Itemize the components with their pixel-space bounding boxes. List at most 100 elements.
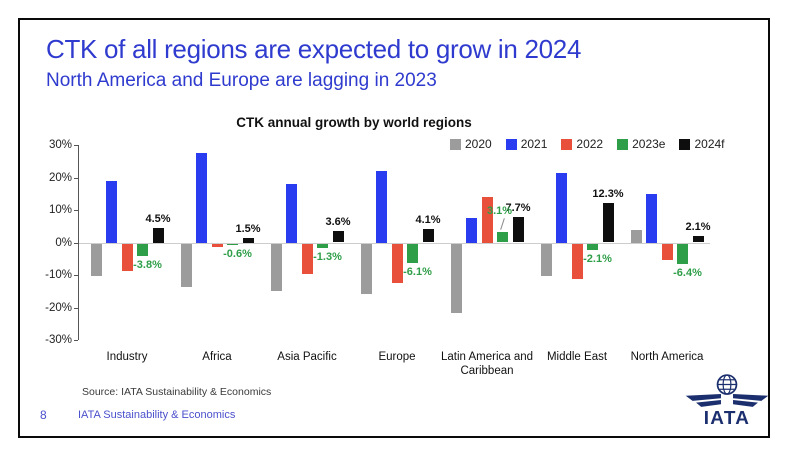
- x-category-label-europe: Europe: [378, 351, 416, 363]
- bar-2021-middle-east: [556, 172, 567, 243]
- y-tick-label-30: 30%: [48, 139, 72, 151]
- value-label-2023e-africa: -0.6%: [223, 248, 252, 261]
- legend-label-2022: 2022: [576, 137, 604, 151]
- bar-2020-middle-east: [540, 243, 552, 276]
- bar-2023e-latin-america-and-caribbean: [497, 232, 508, 243]
- value-label-2024f-north-america: 2.1%: [685, 220, 711, 233]
- legend-swatch-2022: [561, 138, 573, 150]
- value-label-2023e-industry: -3.8%: [133, 258, 162, 271]
- bar-2020-industry: [90, 243, 102, 276]
- page-number: 8: [40, 408, 47, 422]
- slide-subtitle: North America and Europe are lagging in …: [46, 70, 437, 91]
- bar-2023e-asia-pacific: [317, 243, 328, 248]
- x-category-label-middle-east: Middle East: [546, 351, 608, 363]
- bar-2024f-industry: [152, 227, 164, 243]
- legend-item-2022: 2022: [561, 137, 603, 151]
- chart-legend: 2020 2021 2022 2023e 2024f: [450, 137, 725, 151]
- legend-item-2023e: 2023e: [617, 137, 665, 151]
- y-tick-mark-20: [74, 177, 78, 179]
- value-label-2024f-industry: 4.5%: [145, 212, 171, 225]
- legend-item-2021: 2021: [505, 137, 548, 151]
- legend-label-2020: 2020: [465, 137, 492, 151]
- value-label-2024f-latin-america-and-caribbean: 7.7%: [505, 202, 531, 215]
- y-tick-label-20: -20%: [45, 301, 72, 314]
- bar-2022-africa: [211, 243, 223, 247]
- value-label-2024f-middle-east: 12.3%: [592, 187, 624, 200]
- x-category-label-north-america: North America: [630, 351, 704, 363]
- value-label-2023e-latin-america-and-caribbean: 3.1%: [486, 205, 513, 218]
- value-label-2023e-europe: -6.1%: [403, 266, 432, 279]
- bar-2023e-europe: [407, 243, 418, 264]
- y-tick-label-0: 0%: [55, 236, 72, 249]
- wings-icon: [685, 393, 769, 407]
- chart-title: CTK annual growth by world regions: [236, 115, 472, 130]
- bar-2020-asia-pacific: [270, 243, 282, 291]
- bar-2023e-middle-east: [587, 243, 598, 251]
- bar-2021-europe: [376, 171, 387, 243]
- value-label-2023e-middle-east: -2.1%: [583, 253, 612, 266]
- y-tick-mark-30: [74, 340, 78, 341]
- value-label-2024f-asia-pacific: 3.6%: [325, 215, 351, 228]
- legend-item-2020: 2020: [450, 137, 492, 151]
- y-tick-mark-20: [74, 307, 78, 309]
- slide-title: CTK of all regions are expected to grow …: [46, 34, 582, 64]
- value-label-2023e-north-america: -6.4%: [673, 267, 702, 280]
- bar-2021-industry: [106, 180, 117, 243]
- y-tick-label-30: -30%: [45, 334, 72, 346]
- bar-2020-latin-america-and-caribbean: [450, 243, 462, 314]
- label-leader-line-latin-america-and-caribbean: [499, 218, 505, 231]
- bar-2023e-north-america: [677, 243, 688, 265]
- bar-2024f-europe: [422, 229, 434, 243]
- slide-frame: CTK of all regions are expected to grow …: [18, 18, 770, 438]
- x-category-label-africa: Africa: [202, 351, 232, 363]
- y-tick-mark-10: [74, 275, 78, 276]
- bar-2021-africa: [196, 153, 207, 243]
- legend-swatch-2023e: [617, 138, 629, 150]
- bar-2021-asia-pacific: [286, 184, 297, 243]
- bar-2021-north-america: [646, 193, 657, 243]
- value-label-2024f-africa: 1.5%: [235, 222, 261, 235]
- legend-label-2023e: 2023e: [632, 137, 666, 151]
- bar-2023e-industry: [137, 243, 148, 256]
- bar-2022-latin-america-and-caribbean: [481, 197, 493, 243]
- bar-2020-north-america: [630, 229, 642, 243]
- bar-2020-africa: [180, 243, 192, 288]
- y-tick-label-10: -10%: [45, 269, 72, 281]
- bar-2020-europe: [360, 243, 372, 294]
- bar-2021-latin-america-and-caribbean: [466, 218, 477, 243]
- bar-2023e-africa: [227, 243, 238, 246]
- bar-2022-europe: [391, 243, 403, 283]
- legend-swatch-2020: [450, 138, 461, 150]
- bar-2024f-north-america: [692, 235, 704, 243]
- legend-label-2021: 2021: [520, 137, 548, 151]
- bar-2024f-africa: [242, 237, 254, 243]
- x-category-label-industry: Industry: [106, 351, 148, 363]
- iata-logo-text: IATA: [704, 408, 750, 428]
- value-label-2023e-asia-pacific: -1.3%: [313, 250, 342, 263]
- bar-2022-middle-east: [571, 243, 583, 280]
- y-tick-mark-10: [74, 210, 78, 211]
- value-label-2024f-europe: 4.1%: [415, 214, 441, 227]
- bar-2024f-asia-pacific: [332, 230, 344, 243]
- legend-swatch-2024f: [679, 138, 691, 150]
- x-category-label-asia-pacific: Asia Pacific: [277, 351, 337, 363]
- source-note: Source: IATA Sustainability & Economics: [82, 386, 272, 398]
- bar-2024f-middle-east: [602, 202, 614, 243]
- legend-item-2024f: 2024f: [679, 137, 725, 151]
- zero-gridline: [79, 242, 710, 244]
- y-tick-mark-0: [74, 242, 78, 244]
- bar-2022-industry: [121, 243, 133, 272]
- bar-2022-asia-pacific: [301, 243, 313, 275]
- x-category-label-latin-america-and-caribbean: Latin America and Caribbean: [440, 351, 534, 378]
- y-tick-label-20: 20%: [48, 171, 72, 184]
- legend-label-2024f: 2024f: [694, 137, 725, 151]
- legend-swatch-2021: [505, 138, 517, 150]
- iata-logo: IATA: [685, 374, 769, 428]
- bar-2022-north-america: [661, 243, 673, 260]
- footer-text: IATA Sustainability & Economics: [78, 409, 236, 421]
- y-axis-line: [78, 145, 79, 340]
- y-tick-mark-30: [74, 145, 78, 146]
- globe-icon: [716, 374, 738, 395]
- y-tick-label-10: 10%: [48, 204, 72, 216]
